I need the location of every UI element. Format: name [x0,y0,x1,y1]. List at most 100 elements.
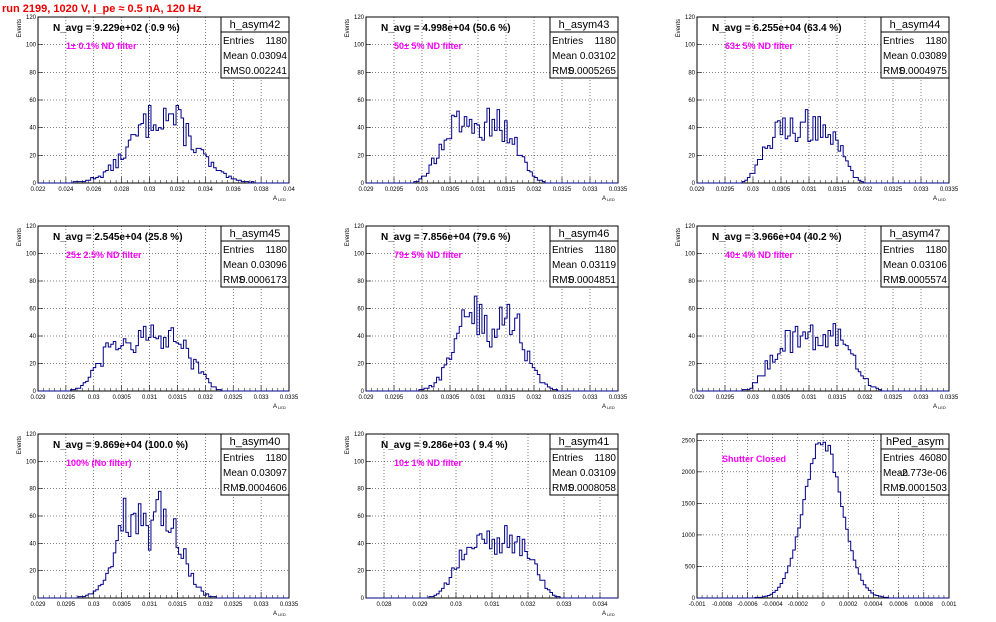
stats-key: RMS [883,483,906,494]
stats-key: Entries [883,245,914,256]
stats-key: Entries [552,245,583,256]
filter-annotation: 79± 5% ND filter [394,250,462,260]
x-tick-label: 0.029 [689,187,705,193]
x-tick-label: 0.032 [520,602,536,608]
y-tick-label: 0 [361,389,365,395]
y-tick-label: 60 [688,98,695,104]
x-tick-label: 0.001 [941,602,957,608]
filter-annotation: 10± 1% ND filter [394,458,462,468]
stats-key: Mean [552,468,577,479]
x-tick-label: 0.031 [484,602,500,608]
histogram-name: h_asym46 [559,228,610,240]
histogram-name: h_asym47 [890,228,941,240]
x-tick-label: 0.024 [58,187,74,193]
panel-h_asym45: 0 20 40 60 80 100 120 0.029 0.0295 0.03 0.0305 0.03… [17,224,299,410]
x-axis-label: ALED [602,404,615,410]
x-tick-label: -0.0004 [762,602,783,608]
x-tick-label: 0.03 [747,187,759,193]
x-tick-label: 0.038 [254,187,270,193]
x-tick-label: 0.0295 [716,187,735,193]
panel-title: N_avg = 9.286e+03 ( 9.4 %) [381,440,508,451]
stats-value: 0.0004606 [240,483,288,494]
x-tick-label: 0.032 [857,395,873,401]
histogram-line [697,441,949,599]
x-axis-label: ALED [933,404,946,410]
panel-h_asym41: 0 20 40 60 80 100 120 0.028 0.029 0.03 0.031 0.032 0… [345,432,619,617]
stats-value: 0.03097 [251,468,288,479]
y-tick-label: 20 [29,362,36,368]
x-tick-label: 0.0325 [224,395,243,401]
x-tick-label: 0.033 [582,395,598,401]
x-tick-label: 0.032 [526,395,542,401]
x-tick-label: 0.0002 [839,602,858,608]
y-tick-label: 1000 [682,533,696,539]
x-tick-label: 0.033 [254,602,270,608]
x-tick-label: 0.0315 [828,187,847,193]
y-tick-label: 40 [29,334,36,340]
histogram-name: h_asym45 [230,228,281,240]
stats-box [220,240,290,288]
y-tick-label: 80 [29,70,36,76]
histogram-name: h_asym44 [890,19,941,31]
x-tick-label: 0.0295 [385,187,404,193]
histogram-line [366,295,618,392]
histogram-name: h_asym41 [559,436,610,448]
y-tick-label: 60 [688,307,695,313]
x-tick-label: 0.031 [470,395,486,401]
stats-value: 1180 [925,245,947,256]
y-tick-label: 40 [357,334,364,340]
x-tick-label: 0.0335 [940,187,959,193]
x-tick-label: 0.0335 [280,395,299,401]
x-tick-label: 0.03 [450,602,462,608]
panel-title: N_avg = 3.966e+04 (40.2 %) [712,232,842,243]
filter-annotation: 100% (No filter) [66,458,132,468]
x-tick-label: 0.0295 [57,395,76,401]
y-tick-label: 100 [685,43,696,49]
x-tick-label: 0.0325 [884,395,903,401]
x-axis-label: ALED [273,404,286,410]
y-tick-label: 40 [688,126,695,132]
y-tick-label: 80 [357,487,364,493]
x-tick-label: 0.0305 [772,187,791,193]
stats-key: Entries [223,36,254,47]
panel-title: N_avg = 2.545e+04 (25.8 %) [53,232,183,243]
histogram-line [697,109,949,184]
y-tick-label: 120 [685,15,696,21]
stats-value: 1180 [594,245,616,256]
y-tick-label: 120 [26,432,37,438]
stats-value: 1180 [265,36,287,47]
x-tick-label: 0.03 [144,187,156,193]
y-tick-label: 2000 [682,470,696,476]
x-tick-label: 0.029 [358,395,374,401]
x-tick-label: 0.04 [283,187,295,193]
panel-hPed_asym: 0 500 1000 1500 2000 2500 -0.001 -0.0008 -0.0006… [682,433,957,608]
histogram-line [38,490,289,599]
x-tick-label: 0.031 [801,395,817,401]
x-tick-label: 0.0315 [497,395,516,401]
filter-annotation: 25± 2.5% ND filter [66,250,142,260]
stats-value: 0.03102 [580,51,617,62]
stats-key: Entries [883,453,914,464]
histogram-line [697,323,949,392]
stats-value: 1180 [265,453,287,464]
y-tick-label: 100 [26,252,37,258]
x-tick-label: 0.031 [470,187,486,193]
stats-box [880,240,950,288]
x-tick-label: 0.03 [88,602,100,608]
y-tick-label: 100 [26,459,37,465]
panel-title: N_avg = 7.856e+04 (79.6 %) [381,232,511,243]
x-tick-label: 0.0006 [889,602,908,608]
y-tick-label: 120 [354,432,365,438]
stats-key: RMS [223,275,246,286]
x-tick-label: 0.032 [198,602,214,608]
stats-key: RMS [223,483,246,494]
stats-key: Mean [883,260,908,271]
y-tick-label: 2500 [682,438,696,444]
y-axis-label: Events [345,436,351,454]
y-tick-label: 40 [29,126,36,132]
x-tick-label: 0.0325 [553,187,572,193]
x-tick-label: 0.029 [689,395,705,401]
stats-key: RMS [552,483,575,494]
